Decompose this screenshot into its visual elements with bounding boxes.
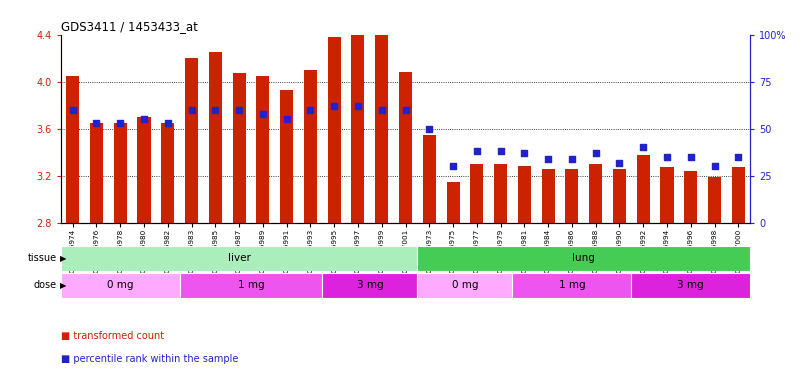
Bar (513, 273, 631, 298)
Text: ■ percentile rank within the sample: ■ percentile rank within the sample (61, 354, 238, 364)
Bar (322, 273, 418, 298)
Bar (542, 169, 555, 223)
Bar (375, 35, 388, 223)
Point (494, 148, 507, 154)
Text: ▶: ▶ (60, 281, 67, 290)
Bar (256, 76, 269, 223)
Point (114, 120, 127, 126)
Bar (660, 167, 673, 223)
Bar (61, 273, 180, 298)
Text: ■ transformed count: ■ transformed count (61, 331, 164, 341)
Bar (280, 90, 294, 223)
Bar (565, 169, 578, 223)
Bar (631, 273, 750, 298)
Bar (399, 72, 412, 223)
Point (304, 107, 317, 113)
Bar (418, 246, 750, 271)
Bar (613, 169, 626, 223)
Text: 1 mg: 1 mg (559, 280, 586, 290)
Text: 0 mg: 0 mg (452, 280, 478, 290)
Bar (67, 76, 79, 223)
Point (399, 107, 412, 113)
Point (708, 163, 721, 169)
Point (280, 116, 293, 122)
Text: dose: dose (33, 280, 57, 290)
Point (565, 156, 578, 162)
Point (613, 159, 626, 166)
Point (637, 144, 650, 151)
Point (256, 111, 269, 117)
Point (138, 116, 151, 122)
Point (589, 150, 602, 156)
Bar (328, 37, 341, 223)
Bar (351, 35, 364, 223)
Bar (90, 123, 103, 223)
Bar (185, 58, 198, 223)
Point (209, 107, 222, 113)
Point (684, 154, 697, 160)
Point (161, 120, 174, 126)
Bar (470, 164, 483, 223)
Point (542, 156, 555, 162)
Point (660, 154, 673, 160)
Point (351, 103, 364, 109)
Text: 3 mg: 3 mg (357, 280, 383, 290)
Point (67, 107, 79, 113)
Bar (708, 177, 721, 223)
Point (447, 163, 460, 169)
Bar (494, 164, 507, 223)
Point (518, 150, 531, 156)
Bar (589, 164, 603, 223)
Bar (447, 182, 460, 223)
Text: ▶: ▶ (60, 254, 67, 263)
Text: 3 mg: 3 mg (677, 280, 704, 290)
Point (185, 107, 198, 113)
Text: lung: lung (573, 253, 595, 263)
Point (328, 103, 341, 109)
Bar (180, 273, 322, 298)
Point (233, 107, 246, 113)
Text: GDS3411 / 1453433_at: GDS3411 / 1453433_at (61, 20, 198, 33)
Point (470, 148, 483, 154)
Bar (114, 123, 127, 223)
Bar (684, 171, 697, 223)
Text: 0 mg: 0 mg (107, 280, 134, 290)
Text: tissue: tissue (28, 253, 57, 263)
Point (423, 126, 436, 132)
Point (732, 154, 744, 160)
Bar (732, 167, 744, 223)
Bar (423, 134, 436, 223)
Bar (61, 246, 418, 271)
Bar (304, 70, 317, 223)
Text: 1 mg: 1 mg (238, 280, 264, 290)
Point (90, 120, 103, 126)
Text: liver: liver (228, 253, 251, 263)
Bar (233, 73, 246, 223)
Point (375, 107, 388, 113)
Bar (637, 154, 650, 223)
Bar (517, 166, 531, 223)
Bar (418, 273, 513, 298)
Bar (208, 52, 222, 223)
Bar (138, 117, 151, 223)
Bar (161, 123, 174, 223)
